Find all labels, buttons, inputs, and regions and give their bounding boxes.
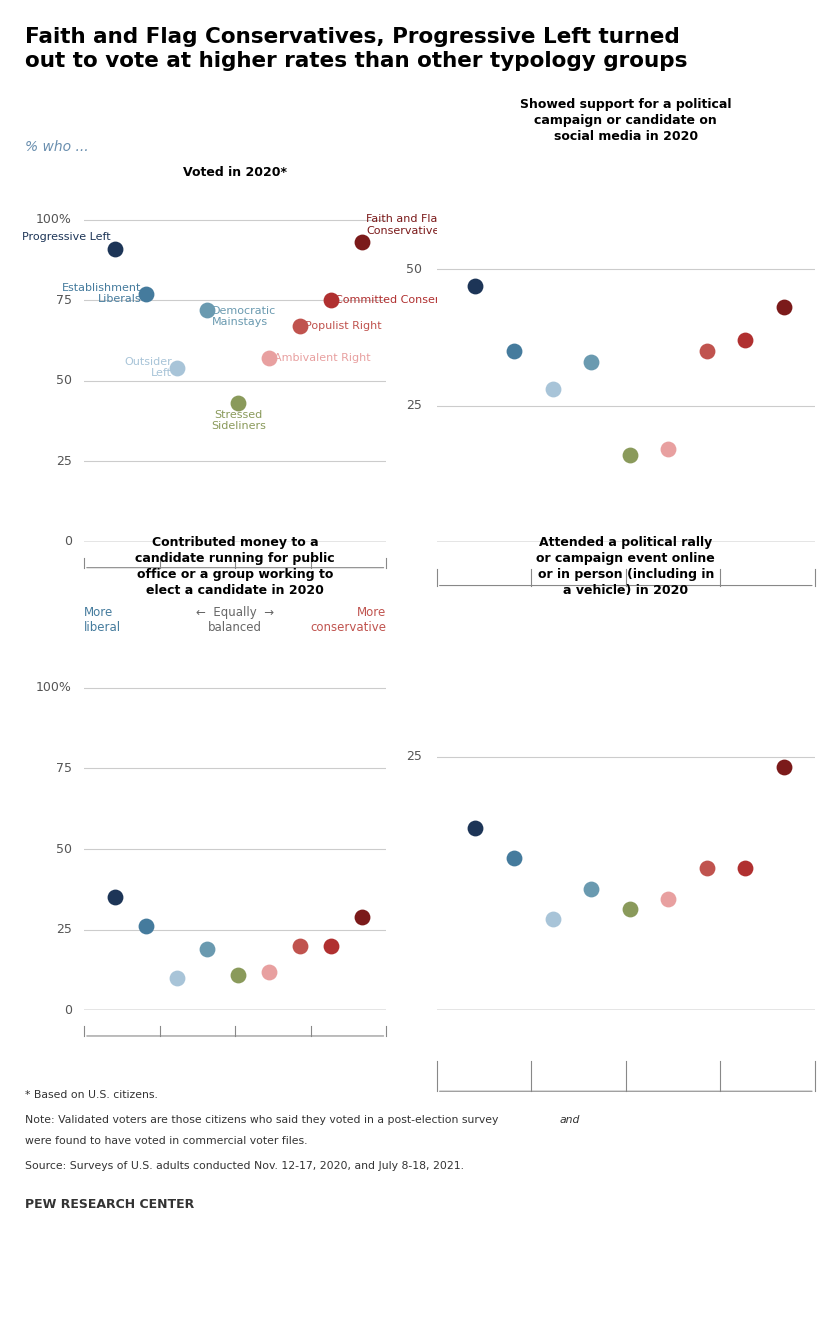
Point [324,289,338,310]
Text: ←  Equally  →
balanced: ← Equally → balanced [196,606,275,634]
Point [623,444,637,466]
Point [232,392,245,413]
Point [585,351,598,372]
Text: were found to have voted in commercial voter files.: were found to have voted in commercial v… [25,1136,307,1145]
Text: 100%: 100% [36,681,72,694]
Point [738,329,752,351]
Text: 50: 50 [406,262,422,276]
Point [170,357,183,379]
Text: Progressive Left: Progressive Left [22,231,110,242]
Point [507,340,521,361]
Text: Stressed
Sideliners: Stressed Sideliners [211,409,265,431]
Point [201,300,214,321]
Text: Note: Validated voters are those citizens who said they voted in a post-election: Note: Validated voters are those citizen… [25,1115,502,1124]
Point [201,938,214,959]
Text: * Based on U.S. citizens.: * Based on U.S. citizens. [25,1090,158,1100]
Text: Faith and Flag Conservatives, Progressive Left turned
out to vote at higher rate: Faith and Flag Conservatives, Progressiv… [25,27,688,71]
Text: 50: 50 [56,375,72,387]
Text: 0: 0 [64,535,72,549]
Text: 25: 25 [56,923,72,937]
Text: 25: 25 [56,455,72,468]
Text: Showed support for a political
campaign or candidate on
social media in 2020: Showed support for a political campaign … [520,98,732,143]
Point [293,935,307,957]
Point [777,756,790,777]
Point [700,340,713,361]
Text: Voted in 2020*: Voted in 2020* [183,166,287,179]
Point [355,231,369,253]
Text: 100%: 100% [36,213,72,226]
Point [108,887,122,909]
Point [662,439,675,460]
Point [700,858,713,879]
Text: 25: 25 [406,399,422,412]
Text: PEW RESEARCH CENTER: PEW RESEARCH CENTER [25,1198,194,1211]
Point [262,961,276,982]
Point [623,898,637,919]
Text: 25: 25 [406,751,422,764]
Point [355,906,369,927]
Text: 75: 75 [56,293,72,306]
Text: 0: 0 [64,1004,72,1017]
Text: Outsider
Left: Outsider Left [124,357,172,379]
Point [170,967,183,989]
Text: Source: Surveys of U.S. adults conducted Nov. 12-17, 2020, and July 8-18, 2021.: Source: Surveys of U.S. adults conducted… [25,1161,465,1171]
Point [662,888,675,910]
Text: Attended a political rally
or campaign event online
or in person (including in
a: Attended a political rally or campaign e… [537,535,715,597]
Point [546,379,559,400]
Text: Populist Right: Populist Right [305,321,381,330]
Text: and: and [559,1115,580,1124]
Text: Faith and Flag
Conservatives: Faith and Flag Conservatives [366,214,445,235]
Text: 50: 50 [56,843,72,855]
Point [293,316,307,337]
Text: Ambivalent Right: Ambivalent Right [274,353,370,363]
Text: Committed Conservatives: Committed Conservatives [335,296,480,305]
Point [232,963,245,985]
Point [262,348,276,369]
Text: 75: 75 [56,761,72,775]
Point [139,284,152,305]
Point [507,847,521,868]
Point [139,915,152,937]
Point [546,909,559,930]
Point [585,878,598,899]
Point [469,274,482,296]
Text: More
liberal: More liberal [84,606,121,634]
Text: % who ...: % who ... [25,140,89,154]
Text: Democratic
Mainstays: Democratic Mainstays [212,305,276,326]
Point [324,935,338,957]
Text: Contributed money to a
candidate running for public
office or a group working to: Contributed money to a candidate running… [135,535,335,597]
Text: More
conservative: More conservative [311,606,386,634]
Text: Establishment
Liberals: Establishment Liberals [61,284,141,304]
Point [108,238,122,260]
Point [777,297,790,318]
Point [469,818,482,839]
Point [738,858,752,879]
